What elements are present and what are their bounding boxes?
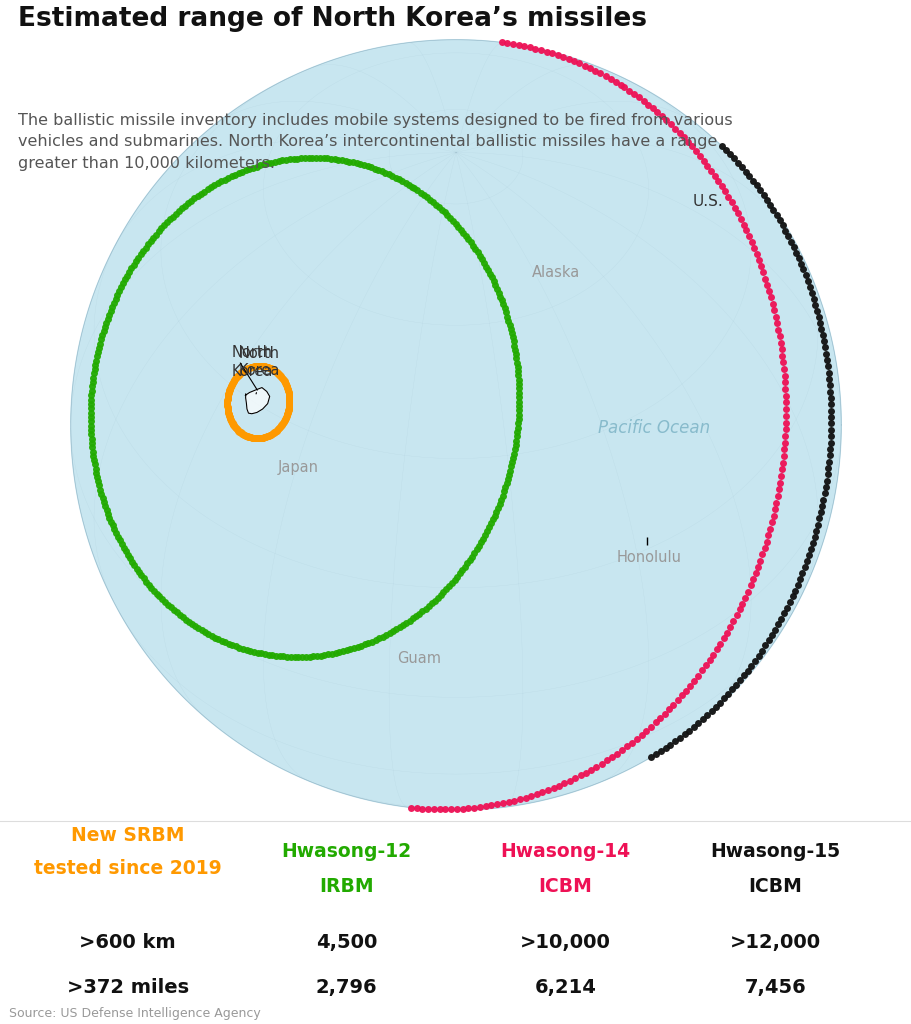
Text: U.S.: U.S. xyxy=(692,194,722,209)
Text: tested since 2019: tested since 2019 xyxy=(34,859,221,878)
Text: North
Korea: North Korea xyxy=(239,346,280,378)
Text: Hwasong-15: Hwasong-15 xyxy=(710,843,839,861)
Text: 4,500: 4,500 xyxy=(315,933,377,951)
Text: Hwasong-12: Hwasong-12 xyxy=(281,843,411,861)
Text: 2,796: 2,796 xyxy=(315,978,377,996)
Text: ICBM: ICBM xyxy=(747,878,802,896)
Text: >372 miles: >372 miles xyxy=(67,978,189,996)
Text: New SRBM: New SRBM xyxy=(71,826,184,845)
Text: Source: US Defense Intelligence Agency: Source: US Defense Intelligence Agency xyxy=(9,1007,261,1020)
Text: The ballistic missile inventory includes mobile systems designed to be fired fro: The ballistic missile inventory includes… xyxy=(18,113,732,171)
Text: >600 km: >600 km xyxy=(79,933,176,951)
Text: North
Korea: North Korea xyxy=(230,345,272,379)
Text: Guam: Guam xyxy=(397,650,441,666)
Text: Estimated range of North Korea’s missiles: Estimated range of North Korea’s missile… xyxy=(18,6,647,32)
Polygon shape xyxy=(245,387,270,414)
Text: >10,000: >10,000 xyxy=(519,933,610,951)
Text: Hwasong-14: Hwasong-14 xyxy=(500,843,630,861)
Text: Japan: Japan xyxy=(277,460,318,474)
Text: IRBM: IRBM xyxy=(319,878,374,896)
Text: 7,456: 7,456 xyxy=(743,978,805,996)
Text: Alaska: Alaska xyxy=(531,265,579,281)
Text: ICBM: ICBM xyxy=(537,878,592,896)
Text: Pacific Ocean: Pacific Ocean xyxy=(597,419,709,436)
Text: Honolulu: Honolulu xyxy=(617,550,681,565)
Text: >12,000: >12,000 xyxy=(729,933,820,951)
Polygon shape xyxy=(71,40,840,810)
Text: 6,214: 6,214 xyxy=(534,978,596,996)
